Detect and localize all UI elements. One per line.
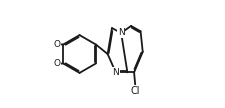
Text: O: O — [54, 40, 61, 48]
Text: N: N — [118, 28, 124, 37]
Text: N: N — [112, 68, 119, 77]
Text: Cl: Cl — [131, 86, 140, 96]
Text: O: O — [54, 60, 61, 68]
